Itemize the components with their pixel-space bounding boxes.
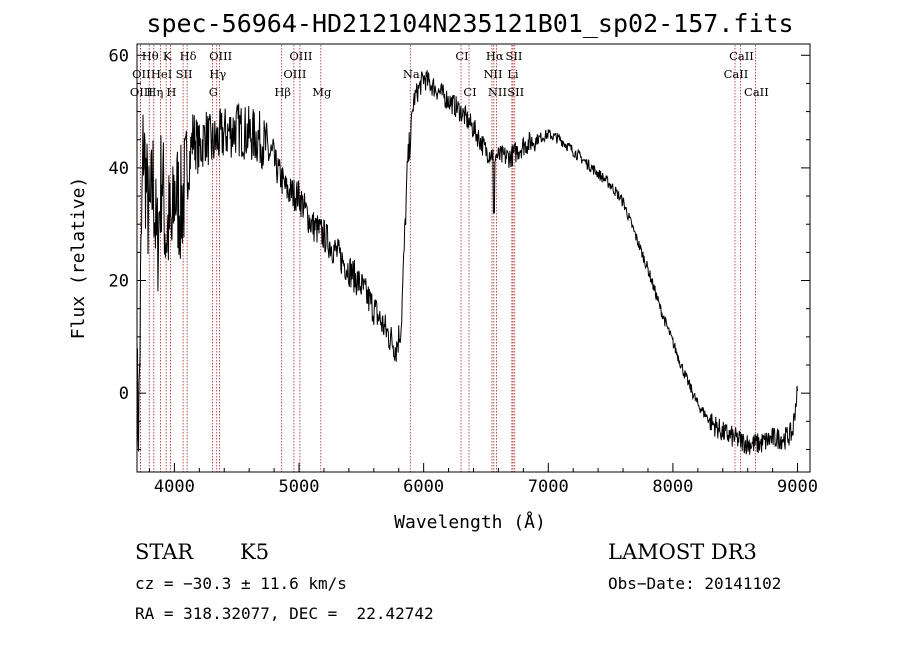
y-tick-label: 20 <box>109 272 129 292</box>
spectral-line-label: SII <box>176 67 193 81</box>
spectral-line-label: G <box>209 85 218 99</box>
spectral-line-label: Hγ <box>209 67 226 81</box>
y-tick-label: 60 <box>109 46 129 66</box>
observation-date: Obs−Date: 20141102 <box>608 574 782 593</box>
x-tick-label: 6000 <box>403 477 444 497</box>
y-axis-label: Flux (relative) <box>68 177 89 340</box>
axis-ticks: 4000 5000 6000 7000 8000 9000 0 20 40 60 <box>109 46 818 497</box>
x-tick-label: 4000 <box>154 477 195 497</box>
y-tick-label: 40 <box>109 159 129 179</box>
spectral-line-label: OIII <box>289 49 312 63</box>
spectral-line-markers <box>139 45 756 472</box>
spectral-line-label: CaII <box>724 67 749 81</box>
spectral-line-label: OIII <box>209 49 232 63</box>
x-tick-label: 8000 <box>652 477 693 497</box>
spectral-line-label: Hα <box>486 49 504 63</box>
spectral-line-label: CaII <box>744 85 769 99</box>
spectral-line-label: HeI <box>151 67 172 81</box>
chart-title: spec-56964-HD212104N235121B01_sp02-157.f… <box>146 9 793 38</box>
coordinates: RA = 318.32077, DEC = 22.42742 <box>135 604 434 623</box>
spectral-line-label: Hη <box>146 85 163 99</box>
spectral-line-label: Hβ <box>274 85 291 99</box>
spectral-line-label: CI <box>463 85 476 99</box>
spectral-line-label: CaII <box>729 49 754 63</box>
spectral-line-label: NII <box>488 85 507 99</box>
spectral-line-label: OIII <box>283 67 306 81</box>
object-class: STAR <box>135 540 194 564</box>
redshift-cz: cz = −30.3 ± 11.6 km/s <box>135 574 347 593</box>
object-subclass: K5 <box>240 540 270 564</box>
spectral-line-label: OII <box>132 67 151 81</box>
y-tick-label: 0 <box>119 384 129 404</box>
x-axis-label: Wavelength (Å) <box>394 511 546 533</box>
spectral-line-label: Na <box>403 67 420 81</box>
survey-name: LAMOST DR3 <box>608 540 757 564</box>
spectral-line-label: NII <box>483 67 502 81</box>
spectral-line-label: SII <box>507 85 524 99</box>
spectral-line-label: SII <box>506 49 523 63</box>
x-tick-label: 7000 <box>528 477 569 497</box>
spectral-line-label: Li <box>507 67 519 81</box>
spectral-line-label: OIII <box>130 85 153 99</box>
spectral-line-label: CI <box>455 49 468 63</box>
flux-series-line <box>136 70 798 456</box>
spectral-line-label: Hθ <box>142 49 159 63</box>
spectral-line-label: K <box>163 49 172 63</box>
spectral-line-label: Hδ <box>180 49 197 63</box>
spectral-line-label: Mg <box>312 85 332 99</box>
x-tick-label: 9000 <box>777 477 818 497</box>
x-tick-label: 5000 <box>279 477 320 497</box>
spectral-line-label: H <box>166 85 176 99</box>
